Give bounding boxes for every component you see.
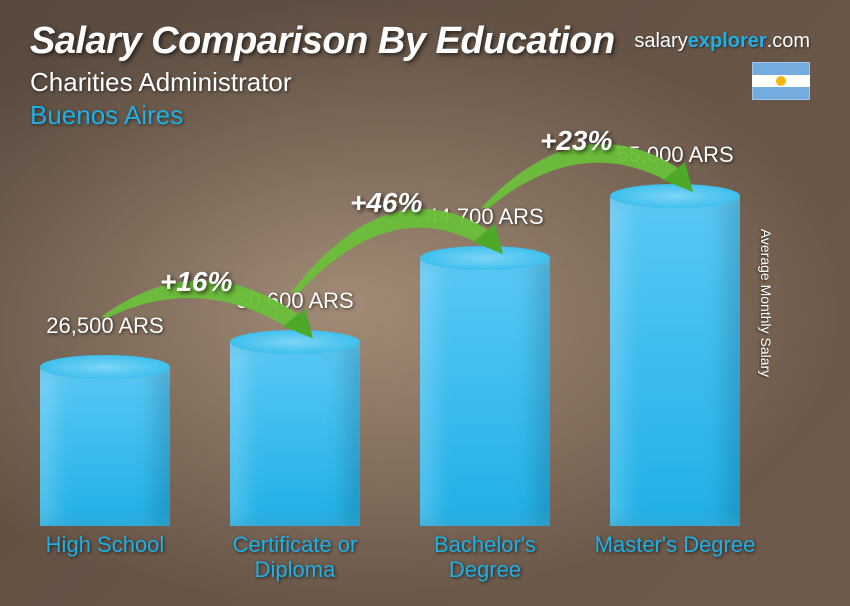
bar-group: 55,000 ARSMaster's Degree [610,196,740,526]
chart-location: Buenos Aires [30,100,820,131]
bar [40,367,170,526]
chart-subtitle: Charities Administrator [30,67,820,98]
bar-category-label: High School [15,532,195,557]
argentina-flag-icon [752,62,810,100]
bar-group: 30,600 ARSCertificate or Diploma [230,342,360,526]
brand-suffix: .com [767,30,810,52]
chart-container: Salary Comparison By Education Charities… [0,0,850,606]
bar-category-label: Master's Degree [585,532,765,557]
chart-plot-area: 26,500 ARSHigh School 30,600 ARSCertifica… [40,146,800,586]
increase-percent-label: +16% [160,266,232,298]
bar [420,258,550,526]
increase-percent-label: +23% [540,125,612,157]
bar-group: 44,700 ARSBachelor's Degree [420,258,550,526]
bar-category-label: Certificate or Diploma [205,532,385,583]
bar-group: 26,500 ARSHigh School [40,367,170,526]
bar-value-label: 26,500 ARS [15,313,195,339]
bar [230,342,360,526]
bar-category-label: Bachelor's Degree [395,532,575,583]
brand-label: salaryexplorer.com [634,30,810,53]
brand-accent: explorer [688,30,767,52]
brand-prefix: salary [634,30,687,52]
increase-percent-label: +46% [350,187,422,219]
bar [610,196,740,526]
